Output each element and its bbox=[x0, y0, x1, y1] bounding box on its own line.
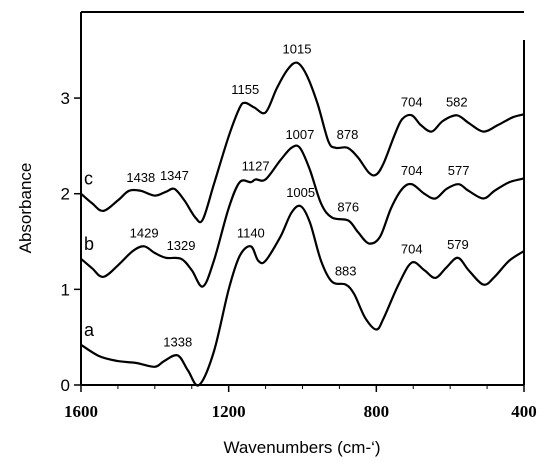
peak-label: 1438 bbox=[126, 170, 155, 185]
series-label-b: b bbox=[84, 234, 94, 254]
peak-label: 1347 bbox=[160, 168, 189, 183]
y-tick-label: 3 bbox=[61, 89, 70, 108]
series: a b c bbox=[80, 61, 525, 387]
peak-label: 577 bbox=[448, 163, 470, 178]
y-tick-label: 0 bbox=[61, 376, 70, 395]
peak-label: 704 bbox=[401, 94, 423, 109]
peak-label: 883 bbox=[335, 264, 357, 279]
peak-label: 1007 bbox=[285, 127, 314, 142]
x-tick-label: 400 bbox=[511, 402, 537, 421]
peak-label: 1338 bbox=[163, 334, 192, 349]
peak-label: 579 bbox=[447, 237, 469, 252]
x-tick-label: 800 bbox=[364, 402, 390, 421]
series-label-a: a bbox=[84, 320, 95, 340]
peak-label: 582 bbox=[446, 94, 468, 109]
peak-label: 878 bbox=[337, 127, 359, 142]
peak-label: 1429 bbox=[130, 225, 159, 240]
x-tick-label: 1600 bbox=[64, 402, 98, 421]
peak-label: 1127 bbox=[242, 158, 270, 173]
series-label-c: c bbox=[84, 169, 93, 189]
peak-label: 704 bbox=[401, 242, 423, 257]
peak-label: 1329 bbox=[167, 238, 196, 253]
peak-label: 1015 bbox=[283, 42, 312, 57]
peak-labels: 1338 1140 1005 883 704 579 1429 1329 1127 1007 876… bbox=[126, 42, 469, 350]
spectrum-line-a bbox=[80, 204, 525, 387]
y-axis-label: Absorbance bbox=[16, 163, 35, 254]
peak-label: 876 bbox=[337, 199, 359, 214]
y-tick-label: 2 bbox=[61, 185, 70, 204]
spectrum-line-c bbox=[80, 61, 525, 224]
x-axis-label: Wavenumbers (cm-‘) bbox=[223, 438, 380, 457]
peak-label: 1155 bbox=[231, 82, 259, 97]
y-tick-label: 1 bbox=[61, 280, 70, 299]
x-tick-label: 1200 bbox=[212, 402, 246, 421]
spectrum-line-b bbox=[80, 144, 525, 288]
peak-label: 704 bbox=[401, 163, 423, 178]
peak-label: 1005 bbox=[286, 185, 315, 200]
peak-label: 1140 bbox=[237, 225, 265, 240]
ticks: 1600 1200 800 400 0 1 2 3 bbox=[61, 89, 537, 421]
